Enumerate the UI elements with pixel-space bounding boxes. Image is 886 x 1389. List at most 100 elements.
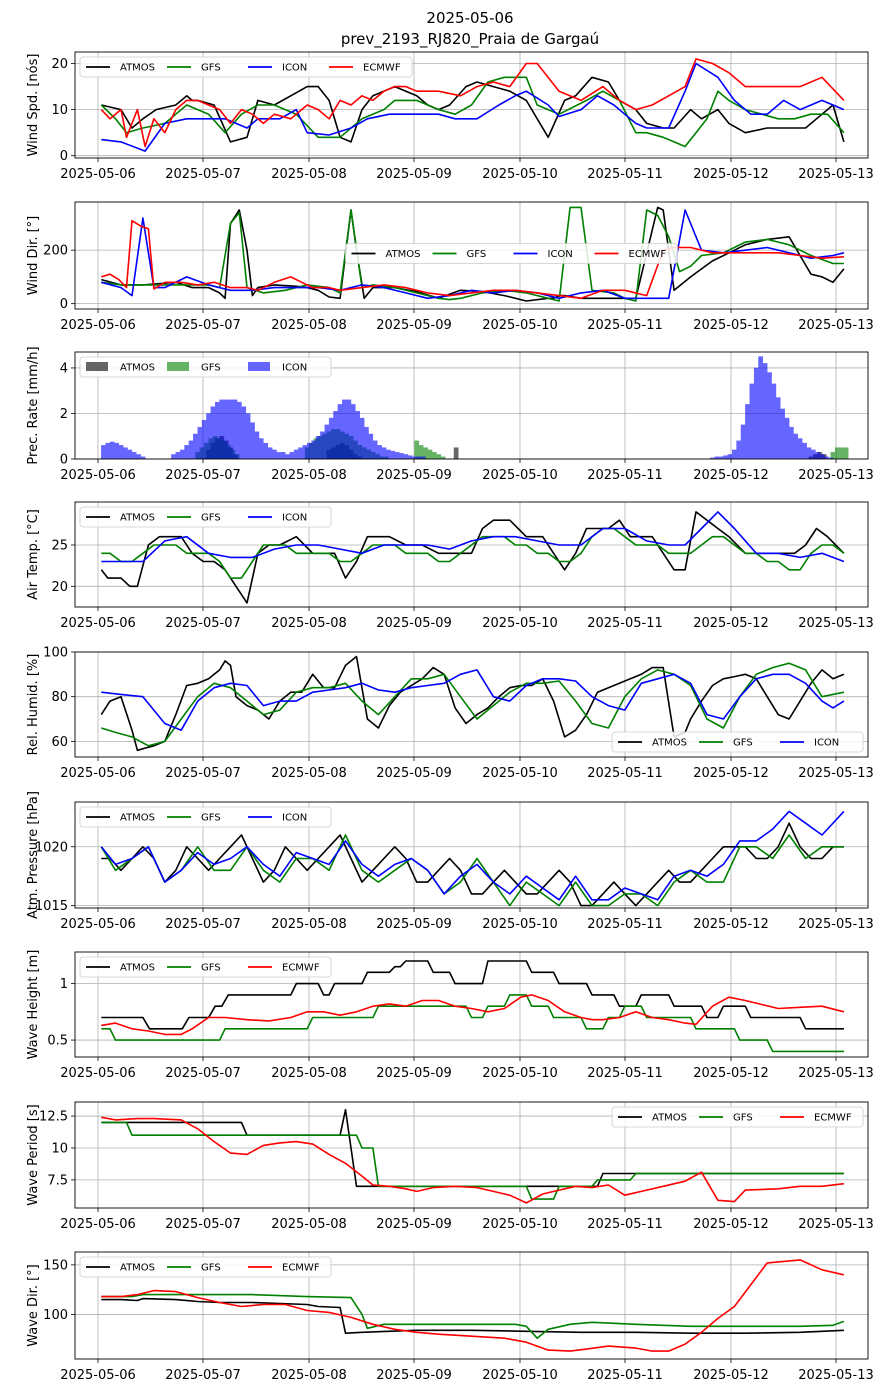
plot-area [101,356,849,459]
axes-frame [74,351,869,460]
x-tick-label: 2025-05-07 [165,766,241,781]
panel-4: 2025-05-06 2025-05-07 2025-05-08 2025-05-09… [26,501,874,631]
x-tick-label: 2025-05-06 [60,167,136,182]
x-tick-label: 2025-05-11 [587,1368,663,1383]
legend: ATMOS GFS ECMWF [611,1106,864,1128]
legend-label-atmos: ATMOS [120,63,155,74]
bar-icon [385,449,391,459]
legend-label-gfs: GFS [733,1113,753,1124]
bar-icon [793,433,799,459]
y-tick-label: 1 [60,977,68,992]
bar-icon [210,406,216,459]
legend-box [611,1106,864,1128]
x-tick-label: 2025-05-09 [376,917,452,932]
bar-icon [289,451,295,459]
bar-icon [254,431,260,459]
x-tick-label: 2025-05-11 [587,1217,663,1232]
bar-icon [197,426,203,459]
x-tick-label: 2025-05-09 [376,1368,452,1383]
bar-icon [307,442,312,459]
bar-icon [214,401,220,459]
x-tick-label: 2025-05-08 [271,1368,347,1383]
bar-gfs [440,456,446,459]
x-tick-label: 2025-05-13 [798,766,874,781]
bar-icon [114,442,120,459]
axes-frame [74,1251,869,1360]
bar-icon [806,447,812,459]
y-tick-label: 4 [60,361,68,376]
bar-atmos [453,447,459,459]
panel-5: 2025-05-06 2025-05-07 2025-05-08 2025-05-09… [26,646,874,782]
figure-subtitle: prev_2193_RJ820_Praia de Gargaú [341,30,599,49]
bar-icon [171,454,176,459]
x-tick-label: 2025-05-06 [60,766,136,781]
y-tick-label: 0 [60,297,68,312]
x-tick-label: 2025-05-10 [482,1368,558,1383]
plot-area [101,1108,844,1204]
y-tick-label: 10 [51,103,68,118]
axes-frame [74,501,869,608]
legend-label-atmos: ATMOS [386,249,421,260]
bar-icon [324,424,330,459]
bar-icon [320,431,325,459]
plot-area [101,960,845,1053]
legend-label-gfs: GFS [733,738,753,749]
x-tick-label: 2025-05-13 [798,468,874,483]
legend-label-atmos: ATMOS [120,1263,155,1274]
legend-label-gfs: GFS [467,249,487,260]
bar-icon [749,383,755,459]
y-tick-label: 100 [43,1308,68,1323]
y-tick-label: 25 [51,538,68,553]
x-tick-label: 2025-05-07 [165,167,241,182]
x-tick-label: 2025-05-09 [376,468,452,483]
plot-area [100,655,845,752]
y-tick-label: 80 [51,690,68,705]
y-tick-label: 12.5 [39,1110,68,1125]
y-axis-label: Wind Dir. [°] [26,216,41,296]
x-tick-label: 2025-05-12 [693,616,769,631]
y-axis-label: Wind Spd. [nós] [26,54,41,157]
bar-icon [201,420,207,459]
panel-1: 2025-05-06 2025-05-07 2025-05-08 2025-05-09… [26,51,874,182]
bar-icon [140,456,146,459]
line-ecmwf [101,994,845,1036]
x-tick-label: 2025-05-08 [271,917,347,932]
x-tick-label: 2025-05-09 [376,318,452,333]
bar-icon [193,433,198,459]
bar-icon [175,451,181,459]
legend-box [79,956,332,978]
panel-6: 2025-05-06 2025-05-07 2025-05-08 2025-05-09… [26,791,874,932]
x-tick-label: 2025-05-07 [165,1066,241,1081]
bar-icon [771,383,777,459]
legend-label-icon: ICON [814,738,839,749]
bar-icon [241,406,247,459]
x-tick-label: 2025-05-09 [376,1066,452,1081]
x-tick-label: 2025-05-06 [60,616,136,631]
legend-box [345,243,678,264]
panels: 2025-05-06 2025-05-07 2025-05-08 2025-05-09… [26,51,874,1383]
legend-label-gfs: GFS [201,813,221,824]
bar-icon [342,399,347,459]
bar-gfs [431,451,437,459]
bar-icon [293,449,299,459]
x-tick-label: 2025-05-06 [60,917,136,932]
bar-icon [403,454,409,459]
x-tick-label: 2025-05-10 [482,167,558,182]
y-tick-label: 20 [51,580,68,595]
bar-icon [758,356,764,459]
x-tick-label: 2025-05-06 [60,1368,136,1383]
bar-icon [775,397,781,459]
bar-icon [780,408,785,459]
panel-3: 2025-05-06 2025-05-07 2025-05-08 2025-05-09… [26,346,874,483]
legend-label-icon: ICON [548,249,573,260]
x-tick-label: 2025-05-07 [165,468,241,483]
x-tick-label: 2025-05-12 [693,468,769,483]
panel-8: 2025-05-06 2025-05-07 2025-05-08 2025-05-09… [26,1101,874,1232]
axes-frame [74,801,869,909]
bar-icon [298,447,304,459]
legend-label-atmos: ATMOS [120,963,155,974]
x-tick-label: 2025-05-12 [693,167,769,182]
line-atmos [101,822,844,907]
bar-icon [740,424,746,459]
bar-icon [105,442,111,459]
